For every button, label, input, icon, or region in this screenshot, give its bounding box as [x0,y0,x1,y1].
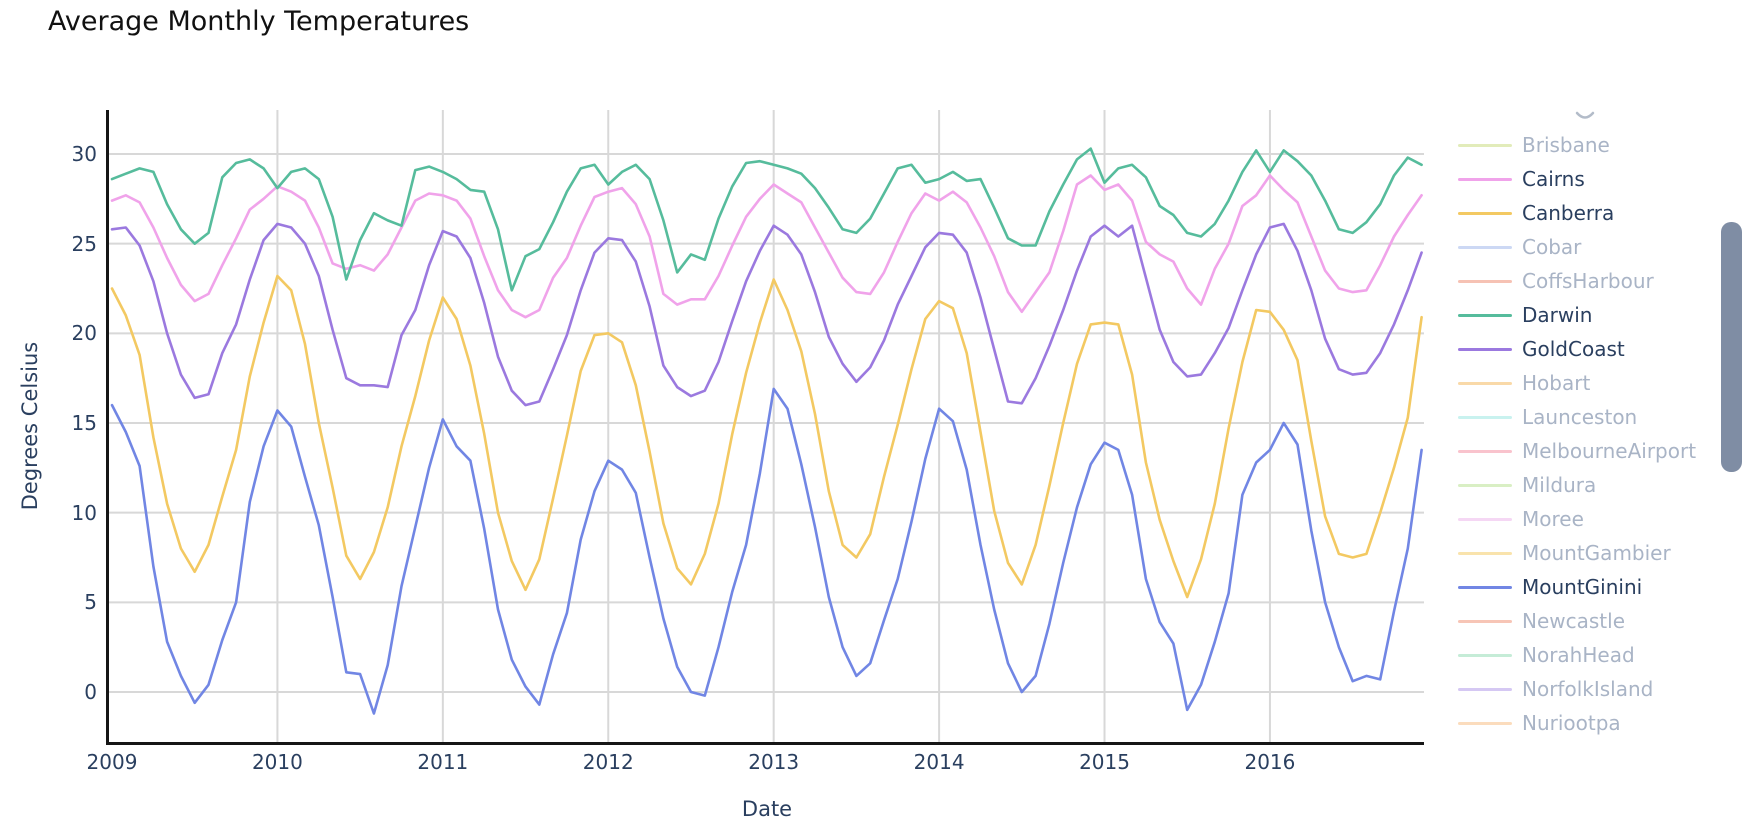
legend-line-swatch [1458,619,1512,623]
legend-line-swatch [1458,245,1512,249]
legend-item-CoffsHarbour[interactable]: CoffsHarbour [1458,266,1654,296]
x-axis-title: Date [741,797,793,821]
legend-item-Hobart[interactable]: Hobart [1458,368,1590,398]
legend-line-swatch [1458,347,1512,351]
legend-label: Darwin [1522,303,1593,327]
y-tick-label: 10 [71,500,97,525]
chart-title: Average Monthly Temperatures [48,6,470,37]
legend-item-NorfolkIsland[interactable]: NorfolkIsland [1458,674,1653,704]
legend-item-GoldCoast[interactable]: GoldCoast [1458,334,1625,364]
x-tick-label: 2016 [1244,750,1296,774]
legend-label: NorfolkIsland [1522,677,1654,701]
legend-line-swatch [1458,517,1512,521]
legend-item-Canberra[interactable]: Canberra [1458,198,1614,228]
legend-line-swatch [1458,551,1512,555]
legend-partial-item-fragment [1575,111,1595,119]
legend-item-Launceston[interactable]: Launceston [1458,402,1637,432]
x-tick-label: 2011 [417,750,469,774]
legend-label: Newcastle [1522,609,1625,633]
legend-line-swatch [1458,449,1512,453]
legend-item-Mildura[interactable]: Mildura [1458,470,1596,500]
legend-line-swatch [1458,483,1512,487]
legend-label: Canberra [1522,201,1615,225]
legend-item-Brisbane[interactable]: Brisbane [1458,130,1610,160]
legend-label: MountGinini [1522,575,1643,599]
legend-label: NorahHead [1522,643,1635,667]
legend-label: CoffsHarbour [1522,269,1654,293]
series-line-Cairns [110,174,1423,319]
legend-line-swatch [1458,313,1512,317]
cutoff-glyph-arc [1575,111,1595,119]
legend-label: Moree [1522,507,1584,531]
legend-label: Launceston [1522,405,1638,429]
legend-item-Newcastle[interactable]: Newcastle [1458,606,1625,636]
axis-lines [106,110,1424,745]
gridlines [107,110,1424,742]
legend-label: Brisbane [1522,133,1610,157]
series-line-GoldCoast [110,222,1423,407]
y-tick-label: 30 [71,142,97,166]
legend-line-swatch [1458,381,1512,385]
legend-scrollbar[interactable] [1721,222,1742,472]
legend-item-Cairns[interactable]: Cairns [1458,164,1585,194]
legend-item-MountGinini[interactable]: MountGinini [1458,572,1642,602]
legend-label: Hobart [1522,371,1591,395]
legend-item-Nuriootpa[interactable]: Nuriootpa [1458,708,1621,738]
legend-label: Mildura [1522,473,1597,497]
legend-line-swatch [1458,585,1512,589]
legend-label: Cobar [1522,235,1582,259]
y-tick-label: 0 [84,680,97,704]
x-tick-label: 2014 [913,750,965,774]
legend-item-MountGambier[interactable]: MountGambier [1458,538,1671,568]
legend-line-swatch [1458,687,1512,691]
legend-line-swatch [1458,415,1512,419]
series-line-MountGinini [110,387,1423,715]
series-line-Darwin [110,147,1423,292]
legend-item-Darwin[interactable]: Darwin [1458,300,1592,330]
y-tick-label: 5 [84,590,97,615]
legend-label: MountGambier [1522,541,1671,565]
x-tick-label: 2013 [748,750,800,774]
y-tick-label: 20 [71,321,97,346]
x-tick-label: 2012 [582,750,634,774]
legend-item-NorahHead[interactable]: NorahHead [1458,640,1635,670]
legend-line-swatch [1458,143,1512,147]
legend-label: Nuriootpa [1522,711,1621,735]
legend-label: GoldCoast [1522,337,1625,361]
legend-line-swatch [1458,177,1512,181]
legend-label: MelbourneAirport [1522,439,1697,463]
legend-item-Moree[interactable]: Moree [1458,504,1584,534]
x-tick-label: 2010 [251,750,303,774]
legend-line-swatch [1458,211,1512,215]
legend-line-swatch [1458,653,1512,657]
legend-line-swatch [1458,279,1512,283]
x-tick-label: 2009 [86,750,138,774]
legend-label: Cairns [1522,167,1585,191]
legend-item-Cobar[interactable]: Cobar [1458,232,1581,262]
y-tick-label: 25 [71,231,97,256]
series-line-Canberra [110,274,1423,599]
y-tick-label: 15 [71,411,97,435]
legend-line-swatch [1458,721,1512,725]
x-tick-label: 2015 [1079,750,1130,774]
legend-item-MelbourneAirport[interactable]: MelbourneAirport [1458,436,1696,466]
